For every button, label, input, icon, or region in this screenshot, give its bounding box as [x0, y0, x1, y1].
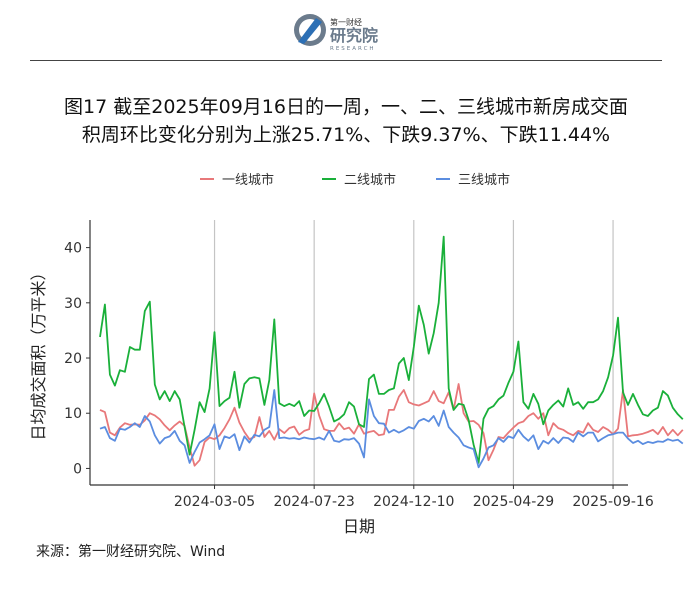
series-line-3	[99, 389, 684, 469]
y-tick-label: 10	[64, 406, 82, 422]
chart-legend: 一线城市 二线城市 三线城市	[200, 172, 510, 188]
series-line-2	[99, 235, 684, 464]
legend-label-2: 二线城市	[344, 172, 396, 188]
x-tick-label: 2024-03-05	[174, 494, 255, 510]
y-tick-label: 30	[64, 296, 82, 312]
new-home-sales-line-chart: 一线城市 二线城市 三线城市 2024-03-05 2024-07-23 2024-12…	[29, 172, 684, 536]
legend-label-3: 三线城市	[458, 172, 510, 188]
research-institute-logo: 第一财经 研究院 RESEARCH	[294, 14, 378, 52]
series-line-1	[99, 383, 684, 467]
figure-title-line-1: 图17 截至2025年09月16日的一周，一、二、三线城市新房成交面	[64, 96, 628, 118]
svg-text:第一财经: 第一财经	[330, 17, 362, 27]
y-tick-label: 40	[64, 241, 82, 257]
y-tick-label: 20	[64, 351, 82, 367]
x-tick-label: 2024-12-10	[373, 494, 454, 510]
figure-title-line-2: 积周环比变化分别为上涨25.71%、下跌9.37%、下跌11.44%	[81, 124, 611, 146]
x-tick-label: 2025-09-16	[572, 494, 653, 510]
x-tick-label: 2025-04-29	[473, 494, 554, 510]
chart-axis-labels: 2024-03-05 2024-07-23 2024-12-10 2025-04-29…	[29, 241, 654, 536]
y-tick-label: 0	[73, 461, 82, 477]
y-axis-title: 日均成交面积（万平米）	[29, 264, 48, 440]
svg-text:RESEARCH: RESEARCH	[330, 46, 376, 52]
x-tick-label: 2024-07-23	[273, 494, 354, 510]
source-note: 来源：第一财经研究院、Wind	[36, 544, 226, 560]
svg-text:研究院: 研究院	[330, 26, 378, 45]
chart-series	[99, 235, 684, 469]
legend-label-1: 一线城市	[222, 172, 274, 188]
x-axis-title: 日期	[343, 517, 375, 536]
header-rule	[30, 60, 662, 61]
chart-axes	[86, 220, 628, 489]
